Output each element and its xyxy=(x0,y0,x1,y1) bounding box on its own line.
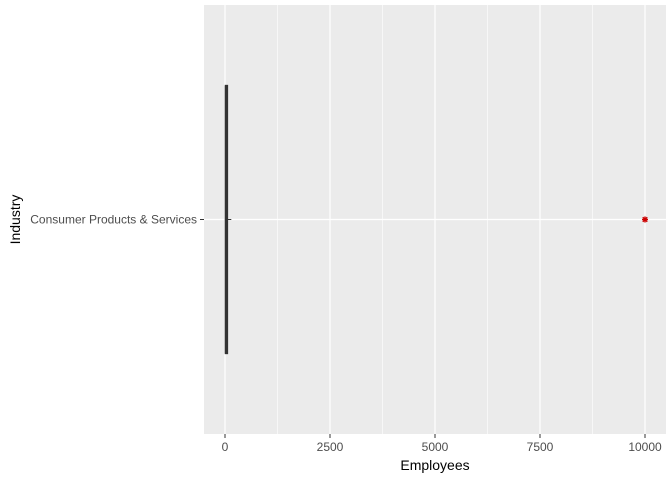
grid-major xyxy=(204,5,666,434)
x-tick-label: 0 xyxy=(222,440,229,454)
x-tick-label: 7500 xyxy=(527,440,554,454)
x-tick-label: 10000 xyxy=(628,440,662,454)
y-tick-label: Consumer Products & Services xyxy=(30,213,197,227)
outlier-point xyxy=(642,216,648,223)
x-tick-label: 5000 xyxy=(422,440,449,454)
y-axis-title: Industry xyxy=(7,195,23,245)
box xyxy=(224,84,232,355)
x-axis-title: Employees xyxy=(400,457,469,473)
x-axis-ticks: 0 2500 5000 7500 10000 xyxy=(222,434,662,454)
outliers xyxy=(642,216,648,223)
y-axis-ticks: Consumer Products & Services xyxy=(30,213,204,227)
x-tick-label: 2500 xyxy=(317,440,344,454)
boxes xyxy=(224,84,232,355)
